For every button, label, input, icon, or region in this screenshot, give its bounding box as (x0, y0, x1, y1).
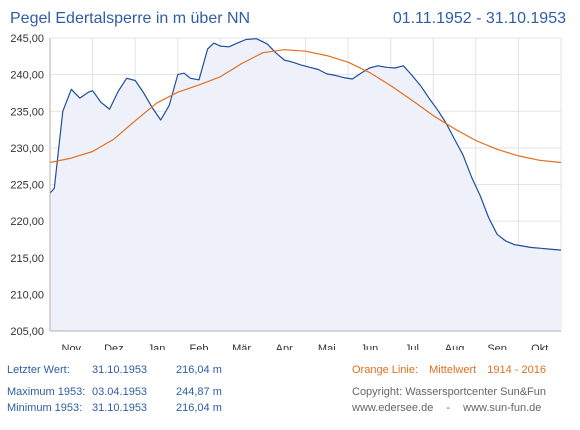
x-tick-label: Aug (445, 343, 465, 350)
x-tick-label: Apr (276, 343, 293, 350)
orange-line-label: Orange Linie: (352, 364, 419, 376)
x-tick-label: Nov (62, 343, 82, 350)
level-area-fill (50, 38, 561, 331)
y-tick-label: 240,00 (10, 70, 44, 82)
x-tick-label: Mai (318, 343, 336, 350)
last-value-date: 31.10.1953 (92, 364, 148, 376)
max-date: 03.04.1953 (92, 386, 148, 398)
last-value-amount: 216,04 m (176, 364, 222, 376)
copyright: Copyright: Wassersportcenter Sun&Fun (352, 386, 547, 398)
x-tick-label: Jan (148, 343, 166, 350)
mean-label: Mittelwert (429, 364, 477, 376)
max-label: Maximum 1953: (7, 386, 86, 398)
y-tick-label: 220,00 (10, 216, 44, 228)
x-tick-label: Jun (361, 343, 379, 350)
y-tick-label: 235,00 (10, 106, 44, 118)
y-tick-label: 205,00 (10, 326, 44, 338)
x-tick-label: Okt (531, 343, 548, 350)
x-tick-label: Jul (405, 343, 419, 350)
y-tick-label: 230,00 (10, 143, 44, 155)
mean-range: 1914 - 2016 (487, 364, 546, 376)
site-link-edersee[interactable]: www.edersee.de (352, 402, 434, 414)
y-tick-label: 215,00 (10, 253, 44, 265)
min-date: 31.10.1953 (92, 402, 148, 414)
last-value-label: Letzter Wert: (7, 364, 70, 376)
footer-links: www.edersee.de - www.sun-fun.de (352, 402, 541, 414)
min-value: 216,04 m (176, 402, 222, 414)
water-level-line (49, 38, 562, 251)
x-tick-label: Sep (487, 343, 507, 350)
max-value: 244,87 m (176, 386, 222, 398)
y-tick-label: 210,00 (10, 289, 44, 301)
site-link-sunfun[interactable]: www.sun-fun.de (463, 402, 542, 414)
y-tick-label: 225,00 (10, 180, 44, 192)
y-tick-label: 245,00 (10, 33, 44, 45)
mean-level-line (49, 49, 562, 164)
chart-title: Pegel Edertalsperre in m über NN (10, 10, 251, 27)
footer-separator: - (446, 402, 451, 414)
x-tick-label: Feb (190, 343, 209, 350)
level-chart: 205,00 210,00 215,00 220,00 225,00 230,00 235,… (10, 33, 562, 350)
x-tick-label: Mär (232, 343, 251, 350)
date-range: 01.11.1952 - 31.10.1953 (392, 10, 566, 27)
min-label: Minimum 1953: (7, 402, 83, 414)
x-tick-label: Dez (104, 343, 124, 350)
mean-legend: Orange Linie: Mittelwert 1914 - 2016 (352, 364, 546, 376)
